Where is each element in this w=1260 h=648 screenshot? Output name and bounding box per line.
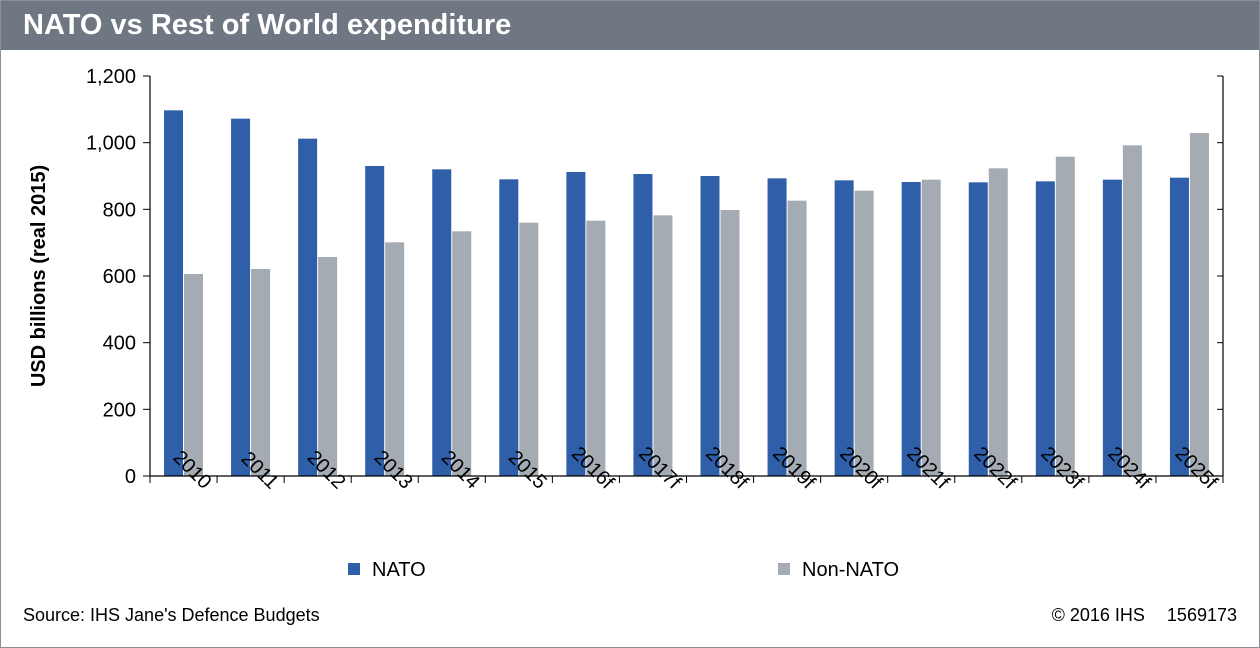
source-note: Source: IHS Jane's Defence Budgets xyxy=(23,605,320,625)
chart-title: NATO vs Rest of World expenditure xyxy=(23,9,512,41)
legend-swatch-non-nato xyxy=(778,563,790,575)
bar-nato xyxy=(968,182,988,477)
bar-non-nato xyxy=(1189,133,1209,476)
bar-nato xyxy=(566,172,586,476)
bar-non-nato xyxy=(452,231,472,476)
bar-non-nato xyxy=(720,210,740,476)
bar-nato xyxy=(499,179,519,477)
y-tick-label: 200 xyxy=(103,399,136,421)
bar-non-nato xyxy=(184,274,203,476)
bar-nato xyxy=(633,174,653,476)
y-tick-label: 0 xyxy=(125,466,136,488)
y-tick-label: 400 xyxy=(103,333,136,355)
bar-chart: USD billions (real 2015) 0 200 400 600 800 1,… xyxy=(28,66,1224,581)
copyright-text: © 2016 IHS xyxy=(1051,605,1145,625)
bar-non-nato xyxy=(921,179,941,476)
y-axis-label-group: USD billions (real 2015) xyxy=(28,165,50,387)
legend: NATO Non-NATO xyxy=(348,559,899,581)
bar-nato xyxy=(1169,177,1189,476)
bar-non-nato xyxy=(318,257,338,476)
y-tick-label: 1,200 xyxy=(86,66,136,88)
bar-nato xyxy=(298,138,318,476)
bar-non-nato xyxy=(653,215,673,477)
bar-nato xyxy=(1035,181,1055,477)
y-axis-ticks: 0 200 400 600 800 1,000 1,200 xyxy=(86,66,150,488)
legend-swatch-nato xyxy=(348,563,360,575)
bar-non-nato xyxy=(251,269,271,476)
bar-nato xyxy=(365,166,385,476)
bar-nato xyxy=(1102,179,1122,476)
legend-label-non-nato: Non-NATO xyxy=(802,559,899,581)
copyright-note: © 2016 IHS 1569173 xyxy=(1052,605,1237,626)
bar-nato xyxy=(231,118,251,477)
bar-non-nato xyxy=(519,222,539,476)
bar-nato xyxy=(164,110,183,477)
bar-non-nato xyxy=(385,242,405,476)
bar-non-nato xyxy=(1122,145,1142,476)
bar-nato xyxy=(432,169,452,476)
title-bar: NATO vs Rest of World expenditure xyxy=(1,1,1259,50)
legend-label-nato: NATO xyxy=(372,559,426,581)
bar-non-nato xyxy=(854,190,874,476)
y-tick-label: 800 xyxy=(103,199,136,221)
bar-non-nato xyxy=(1055,156,1075,476)
figure-id: 1569173 xyxy=(1166,605,1237,625)
bar-nato xyxy=(700,176,720,476)
bar-nato xyxy=(834,180,854,477)
y-axis-label: USD billions (real 2015) xyxy=(28,165,50,387)
bar-non-nato xyxy=(988,168,1008,476)
bar-non-nato xyxy=(787,200,807,476)
bar-nato xyxy=(767,178,787,477)
bar-nato xyxy=(901,182,921,476)
bars xyxy=(164,110,1209,477)
bar-non-nato xyxy=(586,220,606,476)
y-tick-label: 600 xyxy=(103,266,136,288)
y-tick-label: 1,000 xyxy=(86,133,136,155)
